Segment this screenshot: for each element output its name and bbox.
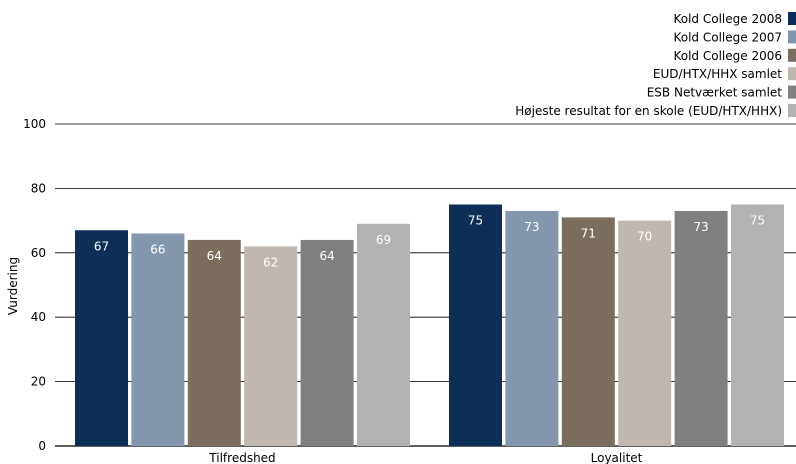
y-tick-label: 0 bbox=[38, 439, 46, 453]
y-tick-label: 60 bbox=[31, 246, 46, 260]
bar bbox=[505, 210, 559, 446]
legend-label: Kold College 2008 bbox=[673, 12, 782, 26]
y-tick-label: 80 bbox=[31, 181, 46, 195]
bar bbox=[561, 217, 615, 446]
y-tick-label: 40 bbox=[31, 310, 46, 324]
legend-swatch bbox=[788, 48, 796, 62]
x-category-label: Tilfredshed bbox=[208, 451, 275, 464]
legend-label: Højeste resultat for en skole (EUD/HTX/H… bbox=[515, 104, 782, 118]
bar-value-label: 75 bbox=[468, 214, 483, 228]
bar-value-label: 71 bbox=[581, 226, 596, 240]
legend-swatch bbox=[788, 12, 796, 25]
bar bbox=[618, 220, 672, 446]
bar-value-label: 64 bbox=[319, 249, 334, 263]
bar bbox=[75, 230, 128, 446]
value-labels: 67 66 64 62 64 69 75 73 71 70 73 75 bbox=[94, 214, 765, 270]
bar bbox=[244, 246, 298, 446]
bar bbox=[449, 204, 502, 446]
x-axis-category-labels: Tilfredshed Loyalitet bbox=[208, 451, 642, 464]
bar bbox=[731, 204, 784, 446]
legend-label: Kold College 2006 bbox=[673, 49, 782, 63]
bar-value-label: 67 bbox=[94, 239, 109, 253]
legend-swatch bbox=[788, 30, 796, 44]
bar bbox=[357, 223, 410, 446]
bar-value-label: 75 bbox=[750, 214, 765, 228]
bar bbox=[674, 210, 728, 446]
y-axis-label: Vurdering bbox=[6, 257, 20, 315]
bar bbox=[300, 239, 354, 446]
bar-value-label: 62 bbox=[263, 255, 278, 269]
y-axis-ticks: 0 20 40 60 80 100 bbox=[23, 117, 46, 453]
bar-value-label: 66 bbox=[150, 242, 165, 256]
bar bbox=[187, 239, 241, 446]
y-tick-label: 20 bbox=[31, 375, 46, 389]
legend: Kold College 2008 Kold College 2007 Kold C… bbox=[515, 12, 796, 118]
legend-label: Kold College 2007 bbox=[673, 30, 782, 44]
bar-value-label: 64 bbox=[207, 249, 222, 263]
bar bbox=[131, 233, 185, 446]
bar-value-label: 70 bbox=[637, 230, 652, 244]
bar-value-label: 73 bbox=[524, 220, 539, 234]
x-category-label: Loyalitet bbox=[591, 451, 643, 464]
legend-label: EUD/HTX/HHX samlet bbox=[653, 67, 782, 81]
bars bbox=[75, 204, 784, 446]
y-tick-label: 100 bbox=[23, 117, 46, 131]
legend-swatch bbox=[788, 104, 796, 117]
bar-value-label: 73 bbox=[693, 220, 708, 234]
legend-swatch bbox=[788, 85, 796, 99]
bar-value-label: 69 bbox=[376, 233, 391, 247]
legend-swatch bbox=[788, 67, 796, 81]
legend-label: ESB Netværket samlet bbox=[647, 86, 783, 100]
